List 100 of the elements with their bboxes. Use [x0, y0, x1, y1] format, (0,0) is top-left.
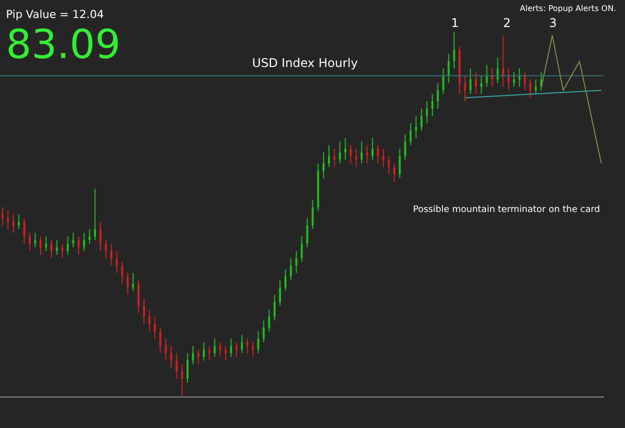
- candlestick: [170, 345, 172, 368]
- candlestick: [176, 352, 178, 380]
- candlestick: [274, 294, 276, 321]
- candlestick: [138, 280, 140, 314]
- candlestick: [132, 272, 134, 292]
- candlestick: [214, 338, 216, 358]
- candlestick: [197, 349, 200, 365]
- candlestick: [502, 35, 504, 88]
- candlestick: [12, 214, 14, 234]
- candlestick: [448, 53, 450, 84]
- candlestick: [529, 78, 532, 98]
- candlestick: [116, 250, 118, 274]
- candlestick: [290, 258, 292, 281]
- text: 3: [549, 16, 557, 30]
- candlestick: [252, 342, 254, 358]
- candlestick: [486, 64, 488, 88]
- candlestick: [34, 232, 36, 248]
- candlestick: [333, 148, 336, 168]
- candlestick: [219, 342, 222, 358]
- candlestick: [235, 342, 238, 358]
- candlestick: [312, 199, 314, 230]
- annotation: 83.09: [6, 22, 121, 68]
- candlestick: [534, 78, 537, 95]
- candlestick: [322, 152, 325, 178]
- candlestick: [61, 243, 64, 259]
- candlestick: [410, 122, 412, 146]
- candlestick: [50, 240, 52, 259]
- annotation: Possible mountain terminator on the card: [412, 205, 600, 215]
- candlestick: [224, 345, 227, 361]
- candlestick: [121, 261, 124, 284]
- candlestick: [181, 364, 184, 397]
- candlestick: [208, 345, 210, 361]
- candlestick: [148, 308, 150, 332]
- candlestick: [110, 243, 112, 266]
- candlestick: [66, 236, 69, 256]
- candlestick: [426, 100, 428, 124]
- candlestick: [279, 280, 282, 306]
- candlestick: [72, 232, 74, 248]
- candlestick: [382, 148, 384, 168]
- candlestick: [268, 308, 270, 332]
- candlestick: [398, 148, 401, 178]
- candlestick: [464, 75, 466, 102]
- candlestick: [431, 94, 434, 116]
- candlestick: [186, 352, 189, 383]
- candlestick: [262, 320, 265, 343]
- candlestick: [366, 144, 368, 164]
- candlestick: [23, 218, 26, 244]
- candlestick: [88, 228, 91, 244]
- candlestick: [202, 342, 205, 361]
- candlestick: [18, 214, 20, 230]
- candlestick: [192, 345, 194, 365]
- candlestick: [393, 162, 396, 182]
- candlestick: [28, 232, 31, 252]
- candlestick: [126, 272, 129, 296]
- candlestick: [94, 188, 96, 241]
- candlestick: [388, 156, 390, 175]
- candlestick: [355, 148, 358, 168]
- candlestick: [453, 32, 456, 69]
- candlestick: [372, 137, 374, 160]
- candlestick: [159, 327, 162, 354]
- candlestick: [230, 338, 232, 358]
- candlestick: [524, 72, 526, 91]
- candlestick: [350, 144, 352, 164]
- candlestick: [56, 240, 58, 256]
- candlestick: [376, 144, 379, 164]
- text: USD Index Hourly: [252, 56, 358, 70]
- candlestick: [142, 298, 145, 324]
- candlestick: [480, 75, 482, 95]
- candlestick: [257, 330, 260, 354]
- candlestick: [496, 57, 499, 84]
- candlestick: [45, 236, 48, 252]
- candlestick: [338, 141, 341, 164]
- candlestick: [508, 68, 510, 91]
- candlestick: [40, 236, 42, 256]
- candlestick: [360, 141, 363, 164]
- candlestick: [284, 268, 286, 292]
- candlestick: [415, 115, 418, 138]
- candlestick: [344, 137, 346, 160]
- text: 1: [451, 16, 459, 30]
- candlestick: [246, 338, 248, 354]
- candlestick: [300, 236, 303, 262]
- candlestick: [240, 334, 243, 354]
- text: Pip Value = 12.04: [6, 8, 104, 21]
- candlestick: [2, 206, 4, 226]
- candlestick: [512, 72, 515, 88]
- candlestick: [420, 108, 422, 132]
- candlestick: [404, 134, 406, 160]
- candlestick: [328, 144, 330, 168]
- text: 2: [503, 16, 511, 30]
- candlestick: [99, 221, 102, 252]
- candlestick: [442, 68, 444, 95]
- candlestick: [83, 232, 86, 252]
- candlestick: [436, 82, 439, 110]
- candlestick: [164, 338, 167, 361]
- candlestick: [295, 250, 298, 274]
- candlestick: [154, 316, 156, 340]
- candlestick: [469, 68, 472, 95]
- candlestick: [78, 236, 80, 256]
- text: Alerts: Popup Alerts ON.: [520, 4, 616, 13]
- candlestick: [104, 240, 107, 259]
